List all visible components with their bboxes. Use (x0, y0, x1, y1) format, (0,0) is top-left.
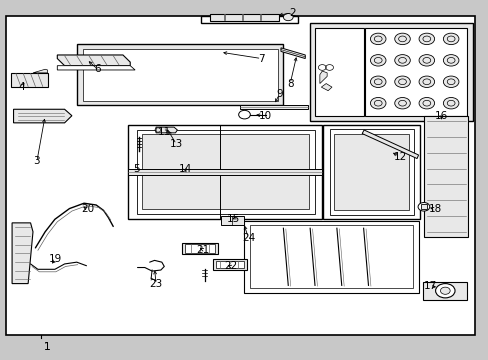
Polygon shape (156, 127, 177, 133)
Circle shape (443, 98, 458, 109)
Text: 14: 14 (178, 164, 191, 174)
Circle shape (418, 98, 434, 109)
Text: 9: 9 (276, 89, 282, 99)
Text: 8: 8 (286, 78, 293, 89)
Polygon shape (329, 129, 413, 215)
Bar (314, 28, 363, 116)
Text: 7: 7 (258, 54, 264, 64)
Circle shape (394, 55, 409, 66)
Polygon shape (281, 48, 305, 59)
Polygon shape (57, 66, 135, 70)
Bar (6, 16, 474, 336)
Text: 20: 20 (81, 204, 94, 214)
Polygon shape (127, 169, 322, 175)
Polygon shape (210, 14, 278, 21)
Circle shape (283, 14, 292, 21)
Circle shape (418, 55, 434, 66)
Polygon shape (420, 204, 427, 209)
Polygon shape (424, 116, 467, 237)
Polygon shape (201, 16, 297, 23)
Circle shape (443, 76, 458, 87)
Polygon shape (142, 134, 308, 209)
Polygon shape (182, 243, 217, 254)
Circle shape (370, 98, 385, 109)
Polygon shape (221, 216, 243, 225)
Text: 23: 23 (149, 279, 163, 289)
Circle shape (418, 76, 434, 87)
Polygon shape (185, 244, 215, 252)
Bar (365, 28, 466, 116)
Text: 3: 3 (34, 157, 40, 166)
Polygon shape (11, 73, 47, 87)
Circle shape (394, 98, 409, 109)
Polygon shape (334, 134, 408, 210)
Text: 12: 12 (393, 152, 406, 162)
Text: 13: 13 (169, 139, 183, 149)
Text: 4: 4 (19, 82, 25, 92)
Text: 11: 11 (157, 127, 170, 137)
Polygon shape (83, 49, 277, 101)
Circle shape (440, 287, 449, 294)
Circle shape (418, 33, 434, 45)
Polygon shape (362, 130, 418, 158)
Circle shape (238, 111, 250, 119)
Polygon shape (12, 223, 33, 284)
Text: 15: 15 (227, 213, 240, 224)
Text: 18: 18 (427, 204, 441, 214)
Circle shape (370, 76, 385, 87)
Circle shape (417, 203, 429, 211)
Circle shape (394, 33, 409, 45)
Circle shape (435, 284, 454, 298)
Text: 10: 10 (258, 111, 271, 121)
Text: 19: 19 (49, 254, 62, 264)
Circle shape (370, 33, 385, 45)
Text: 5: 5 (133, 164, 140, 174)
Polygon shape (250, 225, 412, 288)
Circle shape (370, 55, 385, 66)
Circle shape (394, 76, 409, 87)
Text: 16: 16 (434, 111, 447, 121)
Text: 24: 24 (241, 233, 255, 243)
Text: 1: 1 (44, 342, 51, 352)
Polygon shape (77, 44, 283, 105)
Text: 1: 1 (44, 342, 51, 352)
Polygon shape (14, 109, 72, 123)
Circle shape (443, 33, 458, 45)
Polygon shape (216, 261, 243, 268)
Polygon shape (57, 55, 130, 66)
Text: 6: 6 (94, 64, 101, 74)
Text: 17: 17 (423, 282, 436, 292)
Polygon shape (321, 84, 331, 91)
Text: 21: 21 (196, 245, 209, 255)
Bar (309, 23, 472, 121)
Polygon shape (33, 69, 47, 73)
Circle shape (443, 55, 458, 66)
Polygon shape (423, 282, 466, 300)
Polygon shape (212, 259, 246, 270)
Text: 2: 2 (288, 8, 295, 18)
Text: 22: 22 (224, 261, 237, 271)
Polygon shape (319, 71, 326, 84)
Polygon shape (136, 130, 314, 214)
Polygon shape (239, 105, 307, 109)
